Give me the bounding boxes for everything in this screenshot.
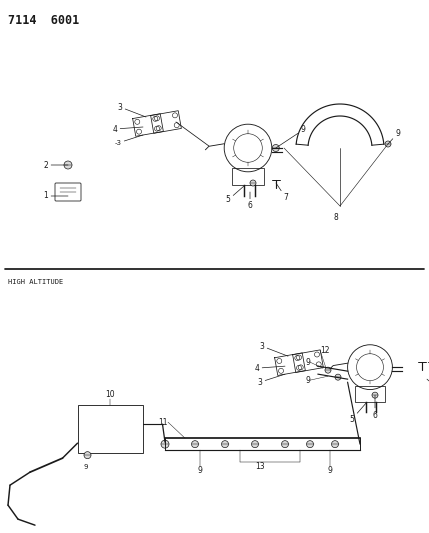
Text: 11: 11 [158, 418, 168, 426]
Text: 6: 6 [372, 395, 378, 419]
Text: 8: 8 [334, 213, 338, 222]
Text: 3: 3 [257, 374, 285, 386]
Text: 5: 5 [350, 403, 366, 424]
Text: 7: 7 [427, 379, 429, 397]
Text: 9: 9 [328, 466, 332, 475]
Text: 9: 9 [276, 125, 305, 148]
Text: 3: 3 [260, 342, 288, 356]
Text: 4: 4 [254, 364, 285, 373]
Circle shape [64, 161, 72, 169]
Circle shape [281, 441, 288, 448]
Circle shape [272, 144, 279, 151]
Text: 9: 9 [305, 358, 310, 367]
Text: 12: 12 [320, 346, 329, 354]
Bar [355, 385, 385, 401]
Text: 1: 1 [44, 191, 68, 200]
Circle shape [161, 440, 169, 448]
Circle shape [84, 451, 91, 459]
Text: 7114  6001: 7114 6001 [8, 14, 79, 27]
Text: 10: 10 [105, 390, 115, 399]
Circle shape [191, 441, 199, 448]
Text: 9: 9 [388, 128, 400, 144]
Circle shape [332, 441, 338, 448]
Bar [232, 167, 264, 184]
Text: 2: 2 [44, 160, 68, 169]
Text: 9: 9 [305, 376, 310, 385]
Circle shape [335, 374, 341, 380]
Bar [78, 405, 142, 453]
Text: 4: 4 [112, 125, 143, 133]
Circle shape [306, 441, 314, 448]
Circle shape [250, 180, 256, 186]
Circle shape [385, 141, 391, 147]
Text: -3: -3 [115, 135, 143, 146]
Text: 13: 13 [255, 462, 265, 471]
Circle shape [325, 367, 331, 373]
Circle shape [372, 392, 378, 398]
Text: 7: 7 [276, 183, 288, 203]
Text: 6: 6 [248, 192, 252, 211]
Text: 9: 9 [83, 464, 88, 470]
Circle shape [221, 441, 229, 448]
Circle shape [251, 441, 259, 448]
Text: 5: 5 [226, 186, 244, 205]
Text: 3: 3 [118, 102, 146, 117]
Text: 9: 9 [198, 466, 202, 475]
Text: HIGH ALTITUDE: HIGH ALTITUDE [8, 279, 63, 285]
